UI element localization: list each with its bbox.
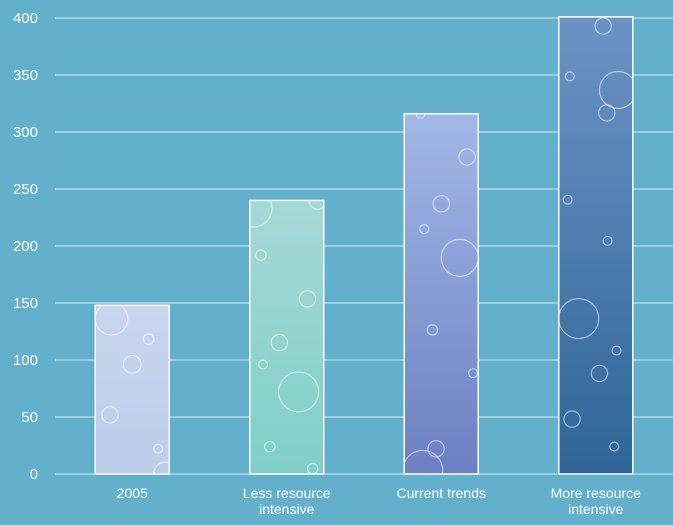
bubble-decoration xyxy=(440,238,479,277)
bubble-decoration xyxy=(598,104,616,122)
bubble-decoration xyxy=(142,333,155,345)
x-category-label: Less resource intensive xyxy=(243,485,331,517)
bubble-decoration xyxy=(562,194,573,205)
y-tick-label: 350 xyxy=(13,67,38,84)
bar-bubbles-3 xyxy=(558,17,633,452)
bubble-decoration xyxy=(153,443,164,454)
x-category-label-line: 2005 xyxy=(117,485,148,501)
x-category-label-line: intensive xyxy=(568,501,623,517)
bubble-decoration xyxy=(611,345,622,356)
bubble-decoration xyxy=(95,305,129,336)
bubble-decoration xyxy=(404,449,444,474)
bubble-decoration xyxy=(590,364,609,383)
bubble-decoration xyxy=(298,290,317,308)
bubble-decoration xyxy=(263,440,276,453)
bubble-decoration xyxy=(564,71,575,82)
bubble-decoration xyxy=(594,17,612,35)
bar-bubbles-0 xyxy=(95,305,170,474)
y-tick-label: 400 xyxy=(13,10,38,27)
y-tick-label: 50 xyxy=(21,409,38,426)
y-tick-label: 150 xyxy=(13,295,38,312)
y-tick-label: 300 xyxy=(13,124,38,141)
x-category-label-line: Current trends xyxy=(397,485,486,501)
bubble-decoration xyxy=(270,333,289,352)
bar-2 xyxy=(403,113,479,475)
bar-bubbles-2 xyxy=(404,113,479,474)
x-category-label: Current trends xyxy=(397,485,486,501)
bar-bubbles-1 xyxy=(249,200,324,474)
bubble-decoration xyxy=(306,462,319,474)
bubble-decoration xyxy=(101,406,119,424)
bar-layer xyxy=(94,16,634,475)
bubble-decoration xyxy=(432,195,450,213)
y-tick-label: 0 xyxy=(30,466,38,483)
bubble-decoration xyxy=(426,324,439,336)
bubble-decoration xyxy=(458,148,476,166)
bubble-decoration xyxy=(419,223,430,235)
bubble-decoration xyxy=(563,410,581,428)
x-category-label: 2005 xyxy=(117,485,148,501)
bubble-decoration xyxy=(468,368,479,379)
bubble-decoration xyxy=(255,249,267,261)
label-layer: 0 50 100 150 200 250 300 350 400 2005 Less resourc… xyxy=(13,10,641,517)
bar-0 xyxy=(94,304,170,475)
x-category-label-line: More resource xyxy=(551,485,641,501)
x-category-label-line: intensive xyxy=(259,501,314,517)
bubble-decoration xyxy=(558,297,600,340)
bubble-decoration xyxy=(278,371,320,413)
bubble-decoration xyxy=(609,441,620,452)
y-tick-label: 250 xyxy=(13,181,38,198)
bubble-decoration xyxy=(415,113,426,119)
bar-3 xyxy=(558,16,634,475)
bubble-decoration xyxy=(602,235,613,246)
bubble-decoration xyxy=(122,354,142,374)
bar-1 xyxy=(249,199,325,475)
x-category-label: More resource intensive xyxy=(551,485,641,517)
bubble-decoration xyxy=(153,461,170,474)
y-tick-label: 200 xyxy=(13,238,38,255)
bubble-decoration xyxy=(308,200,324,210)
bubble-decoration xyxy=(598,70,633,110)
bubble-decoration xyxy=(249,200,273,228)
y-tick-label: 100 xyxy=(13,352,38,369)
bubble-decoration xyxy=(427,440,445,458)
bubble-decoration xyxy=(258,359,269,370)
x-category-label-line: Less resource xyxy=(243,485,331,501)
